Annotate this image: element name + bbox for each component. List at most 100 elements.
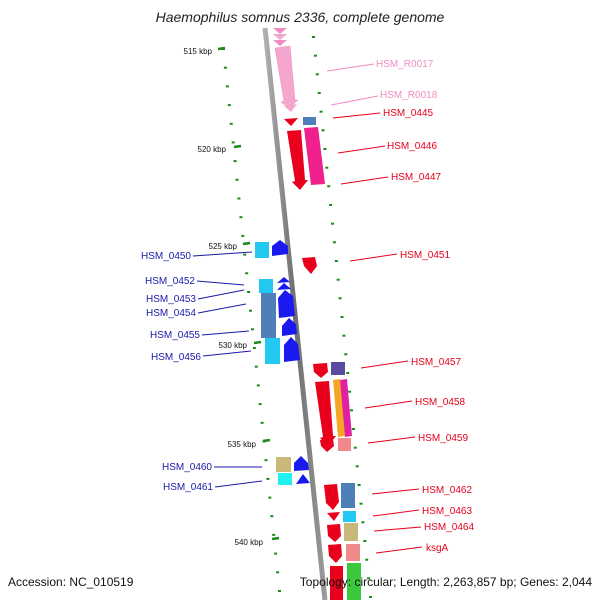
guide-dot-right	[369, 596, 372, 598]
guide-dot-right	[331, 222, 334, 225]
scale-mark-525: 525 kbp	[209, 241, 251, 251]
gene-hsm-0458[interactable]	[315, 381, 336, 446]
gene-hsm-0446[interactable]	[287, 130, 308, 190]
gene-hsm-0461-blue[interactable]	[296, 474, 310, 484]
guide-dot-right	[361, 521, 365, 524]
svg-text:540 kbp: 540 kbp	[235, 538, 264, 547]
guide-dot-left	[245, 272, 249, 275]
guide-dot-right	[357, 484, 361, 486]
guide-dot-left	[239, 216, 243, 219]
reverse-features	[255, 240, 310, 485]
gene-hsm-0460-khaki[interactable]	[276, 457, 291, 472]
forward-features	[273, 28, 361, 600]
guide-dot-left	[264, 459, 268, 462]
topology-text: Topology: circular; Length: 2,263,857 bp…	[299, 575, 592, 589]
gene-hsm-0460-blue[interactable]	[294, 456, 309, 471]
gene-hsm-0454-blue[interactable]	[278, 290, 295, 318]
gene-hsm-0462-blue[interactable]	[341, 483, 355, 508]
label-hsm-0459[interactable]: HSM_0459	[418, 433, 468, 444]
label-hsm-r0018[interactable]: HSM_R0018	[380, 90, 438, 101]
gene-hsm-0445-red[interactable]	[284, 118, 298, 126]
guide-dot-right	[342, 334, 346, 337]
gene-hsm-r0018-chevron[interactable]	[284, 104, 297, 112]
guide-dot-right	[348, 390, 352, 393]
gene-hsm-0462-red[interactable]	[324, 484, 339, 510]
gene-hsm-0458-orange[interactable]	[333, 379, 345, 437]
guide-dot-right	[346, 372, 350, 374]
label-hsm-0456[interactable]: HSM_0456	[151, 352, 201, 363]
label-hsm-0455[interactable]: HSM_0455	[150, 330, 200, 341]
gene-hsm-0456-cyan[interactable]	[265, 338, 280, 364]
gene-chevron-top-3[interactable]	[273, 40, 287, 46]
label-hsm-0457[interactable]: HSM_0457	[411, 357, 461, 368]
guide-dot-right	[359, 502, 363, 505]
label-hsm-r0017[interactable]: HSM_R0017	[376, 59, 434, 70]
guide-dot-right	[317, 92, 321, 94]
gene-hsm-0445-blue[interactable]	[303, 117, 316, 125]
gene-hsm-0459-salmon[interactable]	[338, 438, 351, 451]
gene-ksga-salmon[interactable]	[346, 544, 360, 561]
gene-hsm-0453-blue[interactable]	[277, 277, 290, 283]
gene-hsm-0453b-blue[interactable]	[277, 283, 291, 290]
guide-dot-right	[319, 110, 323, 113]
guide-dot-right	[313, 54, 317, 57]
svg-text:520 kbp: 520 kbp	[198, 145, 227, 154]
label-hsm-0454[interactable]: HSM_0454	[146, 308, 196, 319]
label-hsm-0447[interactable]: HSM_0447	[391, 172, 441, 183]
guide-dot-left	[251, 328, 254, 331]
gene-hsm-0447[interactable]	[304, 127, 325, 185]
gene-hsm-0463-cyan[interactable]	[343, 511, 356, 522]
guide-dot-left	[235, 178, 239, 181]
guide-dot-left	[249, 309, 252, 312]
label-hsm-0445[interactable]: HSM_0445	[383, 108, 433, 119]
guide-dot-left	[241, 234, 245, 237]
gene-hsm-0459-red[interactable]	[320, 439, 334, 452]
guide-dot-left	[278, 590, 281, 592]
scale-mark-515: 515 kbp	[184, 46, 226, 56]
gene-hsm-0463-red[interactable]	[327, 512, 340, 521]
gene-hsm-0461-cyan[interactable]	[278, 473, 292, 485]
gene-hsm-0464-khaki[interactable]	[344, 523, 358, 541]
map-title: Haemophilus somnus 2336, complete genome	[155, 9, 445, 25]
label-hsm-0446[interactable]: HSM_0446	[387, 141, 437, 152]
gene-hsm-0456-blue[interactable]	[284, 337, 300, 362]
label-hsm-0464[interactable]: HSM_0464	[424, 522, 474, 533]
gene-hsm-0457-red[interactable]	[313, 363, 328, 378]
label-hsm-0462[interactable]: HSM_0462	[422, 485, 472, 496]
label-hsm-0453[interactable]: HSM_0453	[146, 294, 196, 305]
label-hsm-0463[interactable]: HSM_0463	[422, 506, 472, 517]
accession-text: Accession: NC_010519	[8, 575, 134, 589]
scale-mark-530: 530 kbp	[219, 340, 262, 350]
guide-dot-left	[225, 85, 229, 88]
guide-dot-right	[327, 185, 331, 188]
gene-extra-green[interactable]	[347, 563, 361, 600]
guide-dot-right	[367, 577, 371, 580]
label-hsm-0460[interactable]: HSM_0460	[162, 462, 212, 473]
gene-chevron-top-1[interactable]	[273, 28, 287, 34]
gene-hsm-0464-red[interactable]	[327, 524, 341, 542]
gene-hsm-0450-cyan[interactable]	[255, 242, 269, 258]
guide-dot-left	[223, 66, 227, 69]
guide-dot-right	[329, 204, 333, 206]
label-hsm-0451[interactable]: HSM_0451	[400, 250, 450, 261]
gene-hsm-0457-purple[interactable]	[331, 362, 345, 375]
gene-hsm-0451[interactable]	[302, 257, 317, 274]
gene-hsm-0452-cyan[interactable]	[259, 279, 273, 293]
label-hsm-0461[interactable]: HSM_0461	[163, 482, 213, 493]
label-ksga[interactable]: ksgA	[426, 543, 449, 554]
label-hsm-0458[interactable]: HSM_0458	[415, 397, 465, 408]
gene-hsm-0450-blue[interactable]	[272, 240, 288, 256]
gene-hsm-0455-blue[interactable]	[282, 318, 297, 336]
gene-ksga-red[interactable]	[328, 544, 342, 563]
gene-chevron-top-2[interactable]	[273, 34, 287, 40]
label-hsm-0452[interactable]: HSM_0452	[145, 276, 195, 287]
gene-extra-red[interactable]	[330, 566, 343, 600]
guide-dot-left	[258, 403, 262, 406]
gene-hsm-r0017[interactable]	[274, 45, 299, 109]
label-hsm-0450[interactable]: HSM_0450	[141, 251, 191, 262]
gene-hsm-0454-steel[interactable]	[261, 293, 276, 338]
left-labels: HSM_0450 HSM_0452 HSM_0453 HSM_0454 HSM_…	[141, 251, 263, 493]
gene-hsm-0458-magenta[interactable]	[340, 379, 352, 437]
guide-dot-right	[321, 129, 325, 132]
